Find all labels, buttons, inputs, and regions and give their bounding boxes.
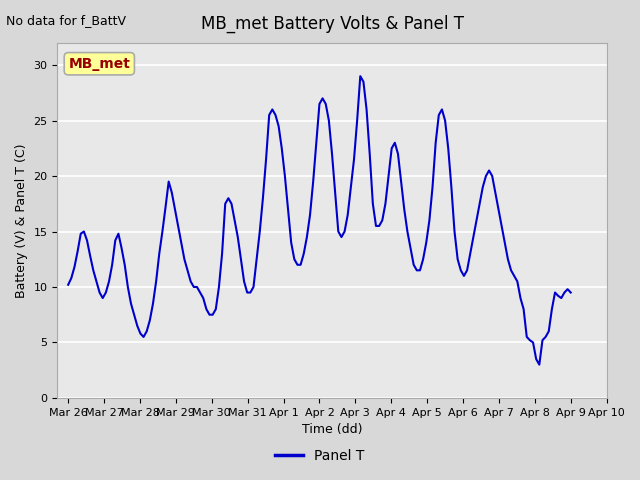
X-axis label: Time (dd): Time (dd) [302,423,362,436]
Text: MB_met: MB_met [68,57,131,71]
Text: No data for f_BattV: No data for f_BattV [6,14,127,27]
Legend: Panel T: Panel T [270,443,370,468]
Y-axis label: Battery (V) & Panel T (C): Battery (V) & Panel T (C) [15,143,28,298]
Title: MB_met Battery Volts & Panel T: MB_met Battery Volts & Panel T [200,15,463,33]
